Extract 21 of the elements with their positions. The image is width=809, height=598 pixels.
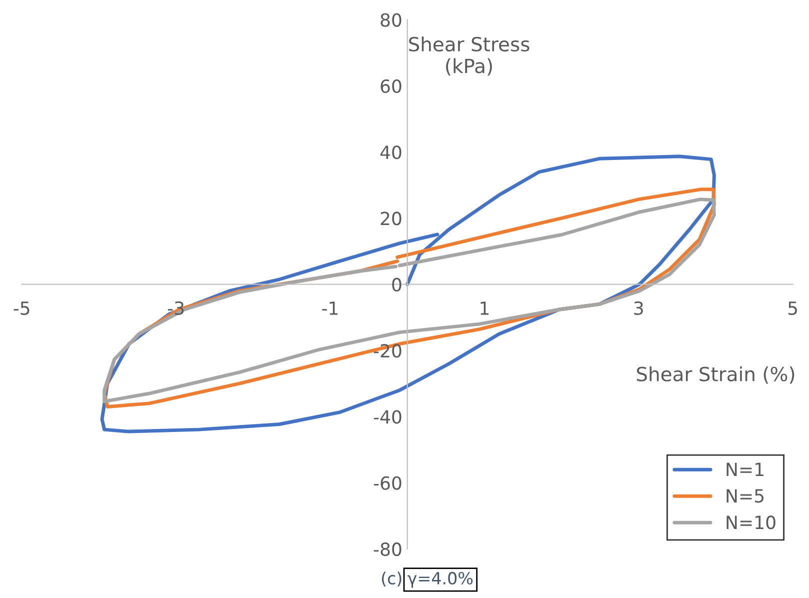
text: (c) <box>382 572 402 586</box>
text: γ=4.0% <box>408 572 473 588</box>
x-tick-label: -5 <box>14 302 30 315</box>
y-tick-label: 40 <box>380 146 402 160</box>
y-tick-label: -60 <box>374 476 402 490</box>
x-tick-label: 1 <box>480 302 489 315</box>
x-tick-label: -1 <box>322 302 338 315</box>
legend-label: N=10 <box>726 516 776 530</box>
y-tick-label: 20 <box>380 212 402 226</box>
legend-label: N=5 <box>726 489 764 503</box>
y-tick-label: -80 <box>374 542 402 556</box>
x-axis-title: Shear Strain (%) <box>636 366 794 384</box>
y-tick-label: -20 <box>374 344 402 358</box>
y-tick-label: 0 <box>392 278 402 292</box>
y-tick-label: 80 <box>380 13 402 27</box>
x-tick-label: 5 <box>788 302 797 315</box>
legend-label: N=1 <box>726 462 764 476</box>
y-axis-title: Shear Stress (kPa) <box>409 36 530 76</box>
x-tick-label: 3 <box>634 301 643 315</box>
y-tick-label: 60 <box>380 79 402 94</box>
y-tick-label: -40 <box>374 410 402 424</box>
